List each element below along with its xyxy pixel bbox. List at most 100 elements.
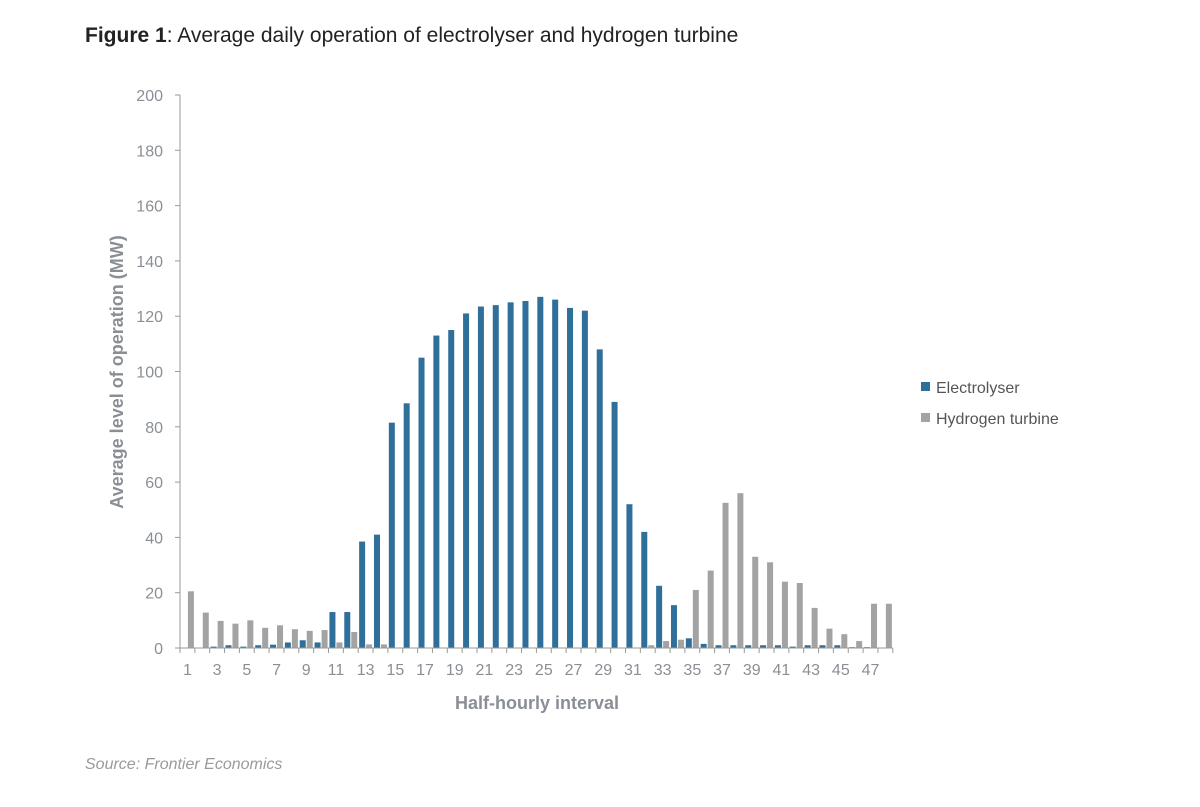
bar-electrolyser-22 — [492, 305, 499, 648]
bar-hydrogen-turbine-40 — [767, 562, 774, 648]
bar-electrolyser-14 — [373, 534, 380, 648]
bar-hydrogen-turbine-43 — [811, 607, 818, 648]
y-tick-label: 100 — [136, 365, 163, 382]
legend-swatch-hydrogen-turbine — [921, 413, 930, 422]
x-tick-label: 21 — [476, 662, 494, 679]
x-tick-label: 1 — [183, 662, 192, 679]
source-note: Source: Frontier Economics — [85, 756, 283, 773]
bar-electrolyser-34 — [670, 605, 677, 648]
y-tick-label: 180 — [136, 143, 163, 160]
bar-hydrogen-turbine-14 — [380, 644, 387, 648]
bar-electrolyser-12 — [344, 612, 351, 648]
bar-hydrogen-turbine-1 — [187, 591, 194, 648]
bar-hydrogen-turbine-6 — [262, 627, 269, 648]
bar-hydrogen-turbine-39 — [752, 556, 759, 648]
x-tick-label: 37 — [713, 662, 731, 679]
bar-electrolyser-30 — [611, 401, 618, 648]
x-tick-label: 25 — [535, 662, 553, 679]
y-tick-label: 60 — [145, 475, 163, 492]
legend-label-hydrogen-turbine: Hydrogen turbine — [936, 411, 1059, 428]
bar-electrolyser-18 — [433, 335, 440, 648]
y-axis-label: Average level of operation (MW) — [107, 235, 127, 508]
bar-electrolyser-15 — [388, 422, 395, 648]
bar-electrolyser-39 — [745, 645, 752, 648]
bar-electrolyser-45 — [834, 645, 841, 648]
bar-electrolyser-43 — [804, 645, 811, 648]
x-tick-label: 7 — [272, 662, 281, 679]
y-tick-label: 0 — [154, 641, 163, 658]
bar-hydrogen-turbine-42 — [796, 583, 803, 648]
bar-electrolyser-27 — [567, 307, 574, 648]
figure-title: Figure 1: Average daily operation of ele… — [85, 24, 738, 48]
bar-hydrogen-turbine-36 — [707, 570, 714, 648]
legend-label-electrolyser: Electrolyser — [936, 380, 1020, 397]
x-tick-label: 43 — [802, 662, 820, 679]
bar-hydrogen-turbine-41 — [781, 581, 788, 648]
bar-hydrogen-turbine-4 — [232, 623, 239, 648]
bar-electrolyser-25 — [537, 296, 544, 648]
y-tick-label: 40 — [145, 530, 163, 547]
x-tick-label: 9 — [302, 662, 311, 679]
y-tick-label: 200 — [136, 88, 163, 105]
bar-electrolyser-23 — [507, 302, 514, 648]
bar-hydrogen-turbine-11 — [336, 642, 343, 648]
bar-electrolyser-8 — [284, 642, 291, 648]
bar-electrolyser-28 — [581, 310, 588, 648]
bar-hydrogen-turbine-32 — [648, 645, 655, 648]
x-tick-label: 35 — [683, 662, 701, 679]
x-tick-label: 47 — [862, 662, 880, 679]
bar-electrolyser-35 — [685, 638, 692, 648]
bar-electrolyser-26 — [552, 299, 559, 648]
bar-hydrogen-turbine-12 — [351, 631, 358, 648]
bar-electrolyser-19 — [448, 330, 455, 648]
figure-title-text: : Average daily operation of electrolyse… — [166, 24, 739, 47]
x-tick-label: 19 — [446, 662, 464, 679]
bar-hydrogen-turbine-13 — [366, 644, 373, 648]
x-tick-label: 13 — [357, 662, 375, 679]
bar-hydrogen-turbine-37 — [722, 502, 729, 648]
y-tick-label: 160 — [136, 199, 163, 216]
bar-electrolyser-33 — [656, 585, 663, 648]
y-tick-label: 120 — [136, 309, 163, 326]
bar-electrolyser-20 — [463, 313, 470, 648]
bar-electrolyser-24 — [522, 300, 529, 648]
legend-swatch-electrolyser — [921, 382, 930, 391]
bar-hydrogen-turbine-38 — [737, 493, 744, 648]
bar-electrolyser-7 — [270, 644, 277, 648]
bar-hydrogen-turbine-34 — [677, 639, 684, 648]
bar-hydrogen-turbine-3 — [217, 620, 224, 648]
y-tick-label: 80 — [145, 420, 163, 437]
bar-electrolyser-31 — [626, 504, 633, 648]
bar-electrolyser-4 — [225, 645, 232, 648]
bar-hydrogen-turbine-2 — [202, 612, 209, 648]
bar-hydrogen-turbine-35 — [692, 589, 699, 648]
bar-electrolyser-6 — [255, 645, 262, 648]
bar-hydrogen-turbine-10 — [321, 630, 328, 648]
bar-electrolyser-42 — [789, 646, 796, 648]
bar-hydrogen-turbine-47 — [871, 603, 878, 648]
y-tick-label: 140 — [136, 254, 163, 271]
bar-hydrogen-turbine-8 — [291, 629, 298, 648]
bar-electrolyser-10 — [314, 642, 321, 648]
bar-electrolyser-5 — [240, 646, 247, 648]
x-tick-label: 27 — [565, 662, 583, 679]
bar-electrolyser-38 — [730, 645, 737, 648]
x-tick-label: 3 — [213, 662, 222, 679]
x-tick-label: 33 — [654, 662, 672, 679]
x-tick-label: 15 — [386, 662, 404, 679]
x-tick-label: 17 — [416, 662, 434, 679]
bar-electrolyser-3 — [210, 646, 217, 648]
bar-electrolyser-29 — [596, 349, 603, 648]
bar-electrolyser-16 — [403, 403, 410, 648]
x-tick-label: 45 — [832, 662, 850, 679]
x-tick-label: 29 — [594, 662, 612, 679]
figure-number: Figure 1 — [85, 24, 167, 47]
bar-hydrogen-turbine-33 — [663, 641, 670, 648]
bar-electrolyser-44 — [819, 645, 826, 648]
x-tick-label: 23 — [505, 662, 523, 679]
bar-hydrogen-turbine-5 — [247, 620, 254, 648]
bar-electrolyser-13 — [359, 541, 366, 648]
bar-hydrogen-turbine-48 — [885, 603, 892, 648]
